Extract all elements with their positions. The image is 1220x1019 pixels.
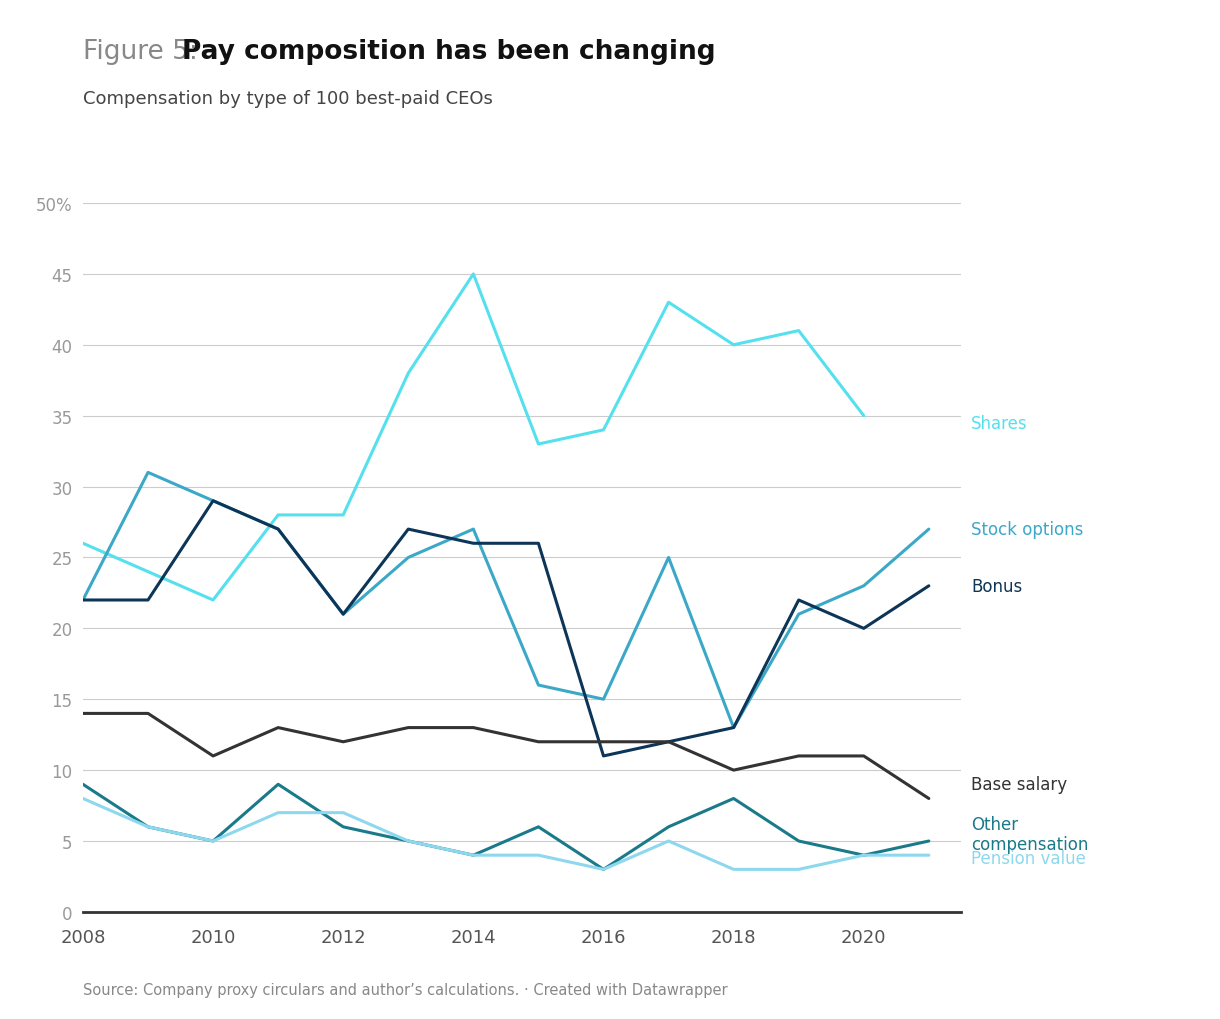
Text: Shares: Shares: [971, 415, 1027, 432]
Text: Compensation by type of 100 best-paid CEOs: Compensation by type of 100 best-paid CE…: [83, 90, 493, 108]
Text: Source: Company proxy circulars and author’s calculations. · Created with Datawr: Source: Company proxy circulars and auth…: [83, 981, 727, 997]
Text: Pension value: Pension value: [971, 849, 1086, 867]
Text: Base salary: Base salary: [971, 775, 1068, 794]
Text: Bonus: Bonus: [971, 577, 1022, 595]
Text: Stock options: Stock options: [971, 521, 1083, 539]
Text: Figure 5:: Figure 5:: [83, 39, 206, 64]
Text: Pay composition has been changing: Pay composition has been changing: [182, 39, 715, 64]
Text: Other
compensation: Other compensation: [971, 815, 1088, 854]
